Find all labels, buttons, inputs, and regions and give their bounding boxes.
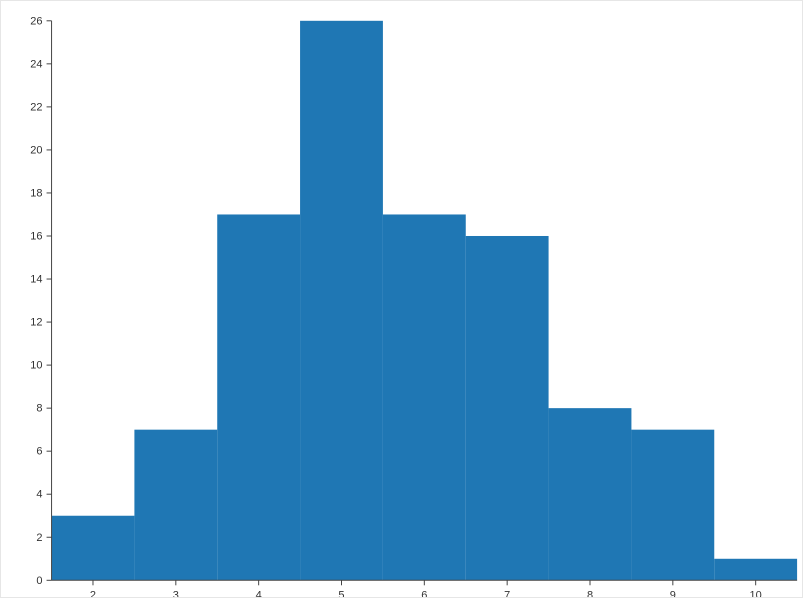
svg-text:16: 16 [30, 230, 42, 242]
svg-text:20: 20 [30, 144, 42, 156]
svg-text:2: 2 [90, 589, 96, 598]
svg-text:4: 4 [256, 589, 262, 598]
svg-text:26: 26 [30, 15, 42, 27]
svg-text:9: 9 [670, 589, 676, 598]
svg-text:4: 4 [36, 489, 42, 501]
svg-text:18: 18 [30, 187, 42, 199]
svg-text:8: 8 [36, 403, 42, 415]
svg-text:6: 6 [36, 446, 42, 458]
svg-text:8: 8 [587, 589, 593, 598]
svg-text:3: 3 [173, 589, 179, 598]
svg-text:10: 10 [750, 589, 762, 598]
svg-text:24: 24 [30, 58, 42, 70]
svg-text:0: 0 [36, 575, 42, 587]
svg-text:22: 22 [30, 101, 42, 113]
svg-text:6: 6 [421, 589, 427, 598]
svg-text:5: 5 [338, 589, 344, 598]
svg-text:7: 7 [504, 589, 510, 598]
svg-text:10: 10 [30, 360, 42, 372]
svg-text:12: 12 [30, 317, 42, 329]
svg-text:14: 14 [30, 274, 42, 286]
svg-text:2: 2 [36, 532, 42, 544]
